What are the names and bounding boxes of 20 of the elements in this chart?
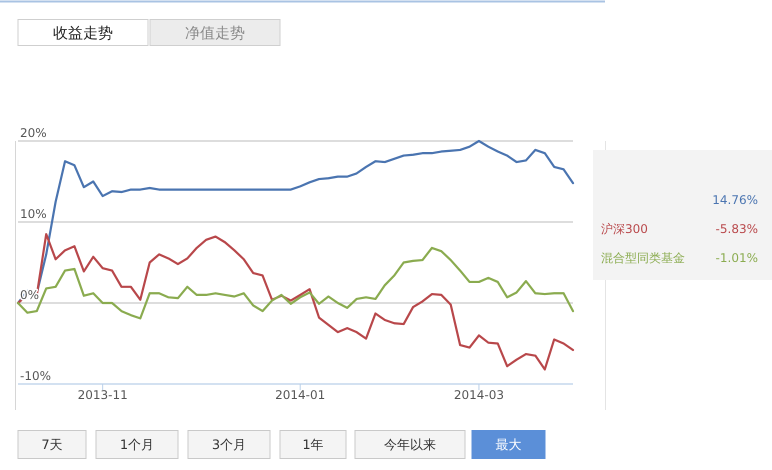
x-tick-label: 2014-03 (454, 388, 504, 402)
text: -5.83% (716, 222, 758, 236)
y-tick-label: 0% (20, 288, 40, 302)
button: 3个月 (188, 430, 270, 459)
button: 最大 (472, 430, 546, 459)
button: 1年 (280, 430, 346, 459)
x-tick-label: 2014-01 (275, 388, 326, 402)
x-tick-label: 2013-11 (78, 388, 128, 402)
y-tick-label: 10% (20, 207, 47, 221)
text: 混合型同类基金 (601, 251, 685, 265)
y-tick-label: 20% (20, 126, 47, 140)
tab: 收益走势 (18, 19, 148, 46)
text: -1.01% (716, 251, 758, 265)
button: 7天 (18, 430, 86, 459)
text: 沪深300 (601, 222, 648, 236)
button: 1个月 (96, 430, 178, 459)
tab: 净值走势 (150, 19, 280, 46)
text: 14.76% (712, 193, 758, 207)
y-tick-label: -10% (20, 369, 52, 383)
button: 今年以来 (354, 430, 466, 459)
